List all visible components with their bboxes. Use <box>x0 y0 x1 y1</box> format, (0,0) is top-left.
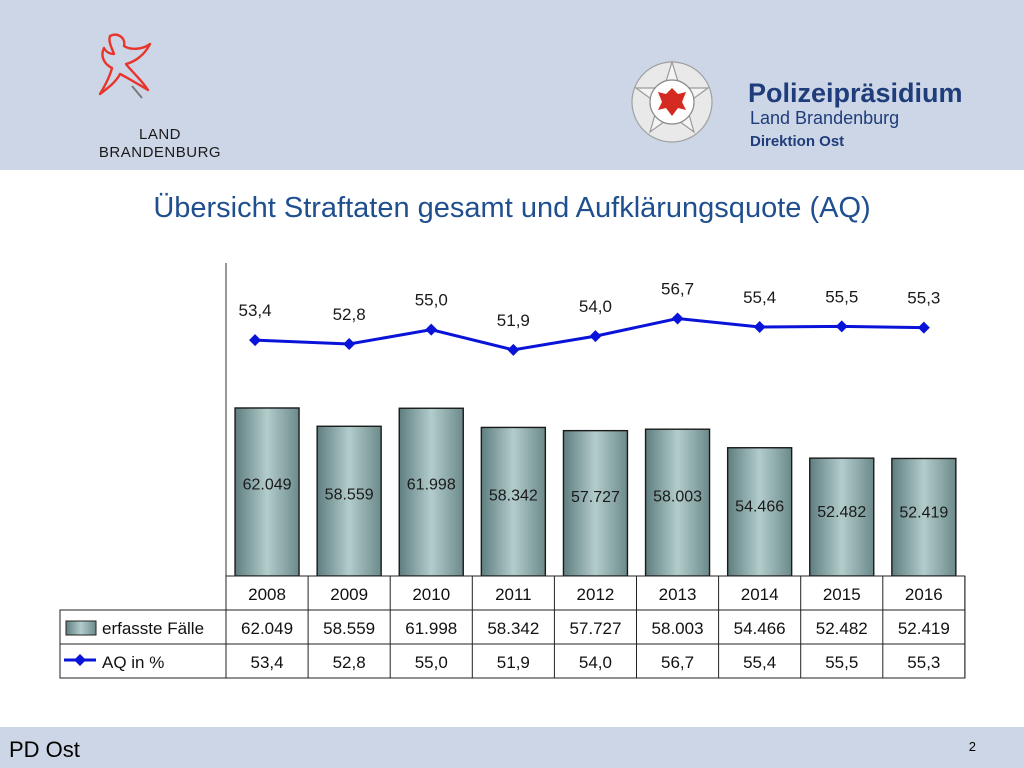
table-cell: 54.466 <box>734 619 786 638</box>
aq-value-label: 55,3 <box>907 289 940 308</box>
table-year-label: 2015 <box>823 585 861 604</box>
table-year-label: 2013 <box>659 585 697 604</box>
aq-value-label: 55,4 <box>743 288 776 307</box>
table-year-label: 2011 <box>495 585 532 604</box>
table-year-label: 2008 <box>248 585 286 604</box>
bar <box>562 429 629 577</box>
bar-value-label: 58.003 <box>653 488 702 505</box>
aq-point <box>343 338 356 350</box>
police-star-emblem <box>628 58 716 146</box>
footer-label: PD Ost <box>9 737 80 762</box>
aq-point <box>917 321 930 334</box>
table-year-label: 2016 <box>905 585 943 604</box>
table-cell: 56,7 <box>661 653 694 672</box>
bar-value-label: 58.559 <box>325 487 374 504</box>
table-cell: 55,4 <box>743 653 776 672</box>
bar <box>809 457 875 577</box>
aq-value-label: 56,7 <box>661 280 694 299</box>
police-direction: Direktion Ost <box>750 133 845 150</box>
table-cell: 58.003 <box>652 619 704 638</box>
table-cell: 61.998 <box>405 619 457 638</box>
land-brandenburg-logo: LAND BRANDENBURG <box>80 28 240 161</box>
bar <box>398 407 464 577</box>
aq-value-label: 51,9 <box>497 311 530 330</box>
table-cell: 52,8 <box>333 653 366 672</box>
aq-point <box>425 323 438 336</box>
table-cell: 58.559 <box>323 619 375 638</box>
table-cell: 51,9 <box>497 653 530 672</box>
police-title: Polizeipräsidium <box>748 78 963 108</box>
slide-title: Übersicht Straftaten gesamt und Aufkläru… <box>153 192 871 224</box>
table-cell: 62.049 <box>241 619 293 638</box>
header-band: LAND BRANDENBURG Polizeipräsidium Land B… <box>0 0 1024 170</box>
bar-value-label: 58.342 <box>489 487 538 504</box>
eagle-icon <box>98 33 152 99</box>
aq-value-label: 55,5 <box>825 287 858 306</box>
police-star-icon <box>631 59 713 143</box>
aq-point <box>589 330 602 343</box>
table-year-label: 2012 <box>577 585 615 604</box>
table-cell: 53,4 <box>251 653 284 672</box>
bar-value-label: 54.466 <box>735 498 784 515</box>
footer-band: PD Ost 2 <box>0 727 1024 768</box>
bar <box>644 428 711 577</box>
aq-point <box>249 334 262 347</box>
aq-value-label: 55,0 <box>415 291 448 310</box>
legend-label: AQ in % <box>102 653 164 672</box>
police-subtitle: Land Brandenburg <box>750 108 900 128</box>
brand-text-land: LAND <box>138 126 181 143</box>
table-cell: 52.419 <box>898 619 950 638</box>
table-cell: 55,5 <box>825 653 858 672</box>
aq-point <box>835 320 848 333</box>
table-year-label: 2014 <box>741 585 779 604</box>
bar-value-label: 52.419 <box>899 504 948 521</box>
bar-value-label: 57.727 <box>571 489 620 506</box>
legend-line-marker <box>74 654 86 666</box>
table-year-label: 2010 <box>412 585 450 604</box>
aq-value-label: 53,4 <box>239 301 272 320</box>
bar-value-label: 52.482 <box>817 504 866 521</box>
brand-text-brandenburg: BRANDENBURG <box>98 144 222 161</box>
aq-value-label: 54,0 <box>579 297 612 316</box>
table-cell: 54,0 <box>579 653 612 672</box>
legend-bar-swatch <box>65 620 97 636</box>
aq-point <box>753 321 766 333</box>
data-table-frame <box>225 575 966 679</box>
bar <box>316 425 382 577</box>
table-cell: 57.727 <box>569 619 621 638</box>
aq-point <box>507 343 520 356</box>
table-cell: 55,3 <box>907 653 940 672</box>
table-cell: 55,0 <box>415 653 448 672</box>
bar-value-label: 61.998 <box>407 477 456 494</box>
aq-point <box>671 312 684 325</box>
table-year-label: 2009 <box>330 585 368 604</box>
legend-label: erfasste Fälle <box>102 619 204 638</box>
bar <box>726 447 793 577</box>
page-number: 2 <box>968 739 976 754</box>
bar <box>480 426 547 577</box>
aq-value-label: 52,8 <box>333 305 366 324</box>
table-cell: 52.482 <box>816 619 868 638</box>
crime-statistics-chart: 62.049 58.559 61.998 58.342 57.727 58.003 54.4… <box>59 263 966 679</box>
bar <box>891 457 957 577</box>
table-cell: 58.342 <box>487 619 539 638</box>
bar-value-label: 62.049 <box>243 477 292 494</box>
